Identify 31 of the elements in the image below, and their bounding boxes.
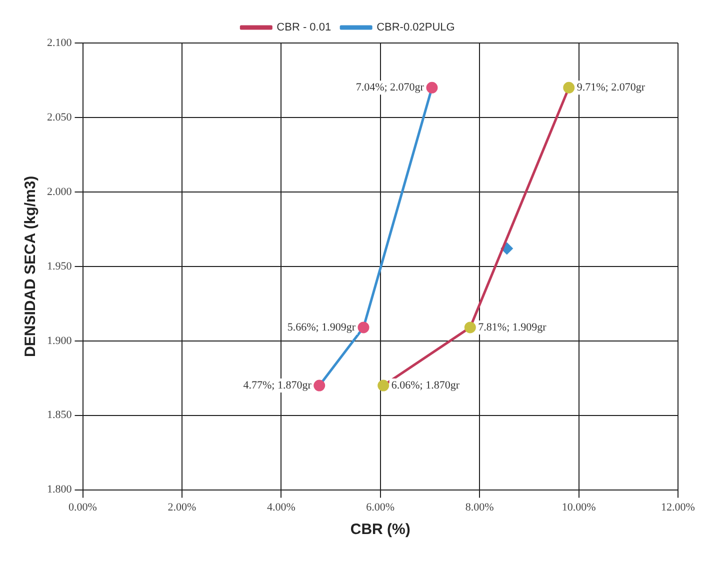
data-label: 9.71%; 2.070gr xyxy=(576,82,646,94)
y-tick-label: 1.800 xyxy=(47,484,72,496)
point xyxy=(314,380,326,392)
y-tick-label: 1.900 xyxy=(47,334,72,347)
y-axis-title: DENSIDAD SECA (kg/m3) xyxy=(22,176,40,357)
data-label: 7.81%; 1.909gr xyxy=(478,321,547,334)
y-tick-label: 2.050 xyxy=(47,111,72,124)
x-tick-label: 0.00% xyxy=(68,501,97,514)
point xyxy=(358,322,370,334)
x-tick-label: 4.00% xyxy=(266,501,296,514)
point xyxy=(563,82,575,94)
point xyxy=(426,82,438,94)
legend-label: CBR-0.02PULG xyxy=(376,22,455,34)
legend-label: CBR - 0.01 xyxy=(276,22,332,34)
x-tick-label: 10.00% xyxy=(562,501,596,514)
y-tick-label: 2.000 xyxy=(47,186,72,198)
data-label: 5.66%; 1.909gr xyxy=(287,321,356,334)
x-tick-label: 2.00% xyxy=(168,501,196,514)
point xyxy=(378,380,390,392)
data-label: 6.06%; 1.870gr xyxy=(391,379,460,392)
y-tick-label: 1.950 xyxy=(47,260,72,272)
x-tick-label: 12.00% xyxy=(661,501,695,514)
x-tick-label: 8.00% xyxy=(465,501,494,514)
data-label: 4.77%; 1.870gr xyxy=(243,379,312,392)
y-tick-label: 2.100 xyxy=(47,36,72,49)
x-tick-label: 6.00% xyxy=(366,501,395,514)
y-tick-label: 1.850 xyxy=(47,409,72,422)
point xyxy=(464,322,476,334)
x-axis-title: CBR (%) xyxy=(350,521,410,538)
data-label: 7.04%; 2.070gr xyxy=(356,82,424,94)
point xyxy=(501,242,513,254)
